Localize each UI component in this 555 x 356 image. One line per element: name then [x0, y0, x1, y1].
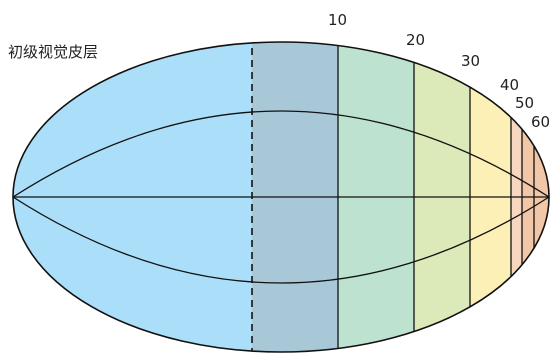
cortex-outline: [12, 41, 550, 353]
eccentricity-label-40: 40: [500, 76, 519, 94]
band-10-20: [338, 42, 414, 352]
eccentricity-label-10: 10: [328, 11, 347, 29]
eccentricity-label-50: 50: [515, 94, 534, 112]
upper-curve: [12, 110, 550, 198]
meridian-lines: [12, 110, 550, 284]
eccentricity-label-60: 60: [531, 113, 550, 131]
band-50-60: [522, 42, 549, 352]
band-0-10-shaded: [252, 42, 338, 352]
eccentricity-label-30: 30: [461, 52, 480, 70]
primary-visual-cortex-label: 初级视觉皮层: [8, 43, 98, 61]
eccentricity-label-20: 20: [406, 31, 425, 49]
lower-curve: [12, 196, 550, 284]
